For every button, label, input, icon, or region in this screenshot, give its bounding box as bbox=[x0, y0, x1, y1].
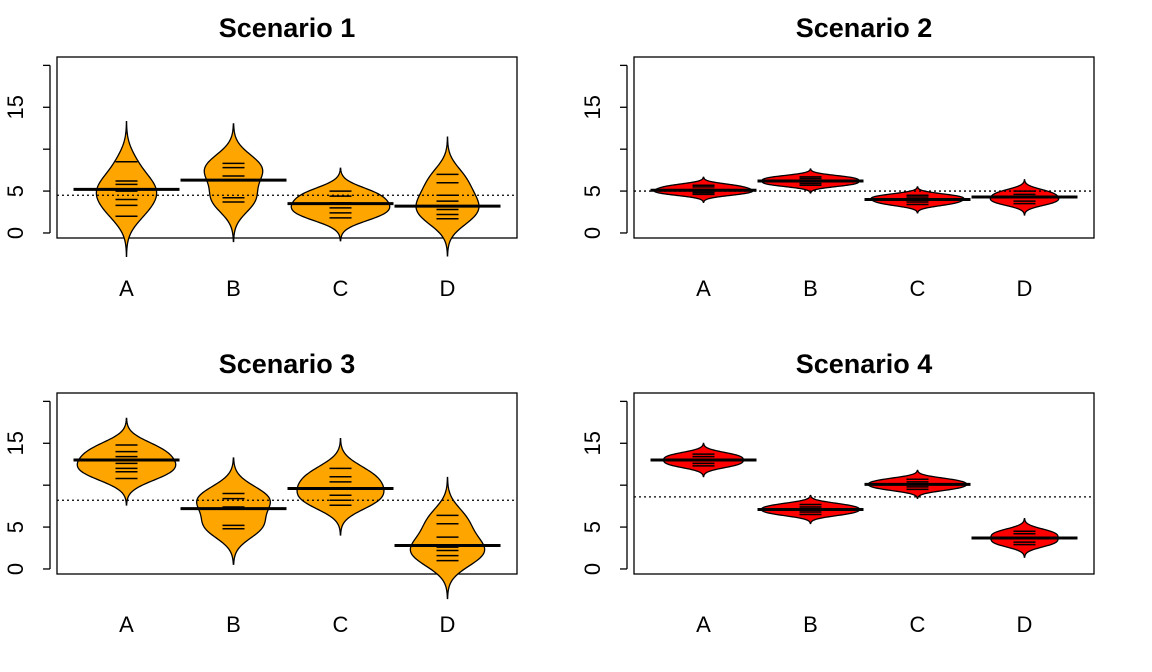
x-tick-label: B bbox=[803, 612, 818, 637]
bean bbox=[196, 457, 271, 565]
bean bbox=[76, 417, 177, 506]
x-tick-label: C bbox=[333, 276, 349, 301]
x-tick-label: D bbox=[440, 276, 456, 301]
y-tick-label: 5 bbox=[3, 185, 28, 197]
y-tick-label: 15 bbox=[580, 431, 605, 455]
panel-title: Scenario 2 bbox=[796, 13, 933, 43]
bean bbox=[415, 136, 480, 257]
x-tick-label: C bbox=[910, 612, 926, 637]
plot-frame bbox=[633, 392, 1095, 575]
y-tick-label: 15 bbox=[3, 431, 28, 455]
y-tick-label: 0 bbox=[580, 227, 605, 239]
panel-title: Scenario 4 bbox=[796, 349, 933, 379]
plot-frame bbox=[633, 56, 1095, 239]
panel-title: Scenario 1 bbox=[219, 13, 356, 43]
x-tick-label: B bbox=[226, 276, 241, 301]
x-tick-label: C bbox=[333, 612, 349, 637]
x-tick-label: B bbox=[803, 276, 818, 301]
x-tick-label: D bbox=[440, 612, 456, 637]
y-tick-label: 0 bbox=[3, 227, 28, 239]
bean bbox=[203, 123, 264, 243]
x-tick-label: A bbox=[696, 612, 711, 637]
bean bbox=[409, 476, 486, 600]
bean bbox=[296, 438, 385, 536]
x-tick-label: B bbox=[226, 612, 241, 637]
y-tick-label: 0 bbox=[580, 563, 605, 575]
y-tick-label: 5 bbox=[3, 521, 28, 533]
y-tick-label: 15 bbox=[580, 95, 605, 119]
y-tick-label: 5 bbox=[580, 521, 605, 533]
plot-frame bbox=[56, 392, 518, 575]
y-tick-label: 0 bbox=[3, 563, 28, 575]
x-tick-label: D bbox=[1017, 612, 1033, 637]
y-tick-label: 15 bbox=[3, 95, 28, 119]
y-tick-label: 5 bbox=[580, 185, 605, 197]
x-tick-label: A bbox=[119, 612, 134, 637]
x-tick-label: D bbox=[1017, 276, 1033, 301]
plot-frame bbox=[56, 56, 518, 239]
x-tick-label: A bbox=[119, 276, 134, 301]
x-tick-label: A bbox=[696, 276, 711, 301]
x-tick-label: C bbox=[910, 276, 926, 301]
panel-title: Scenario 3 bbox=[219, 349, 356, 379]
